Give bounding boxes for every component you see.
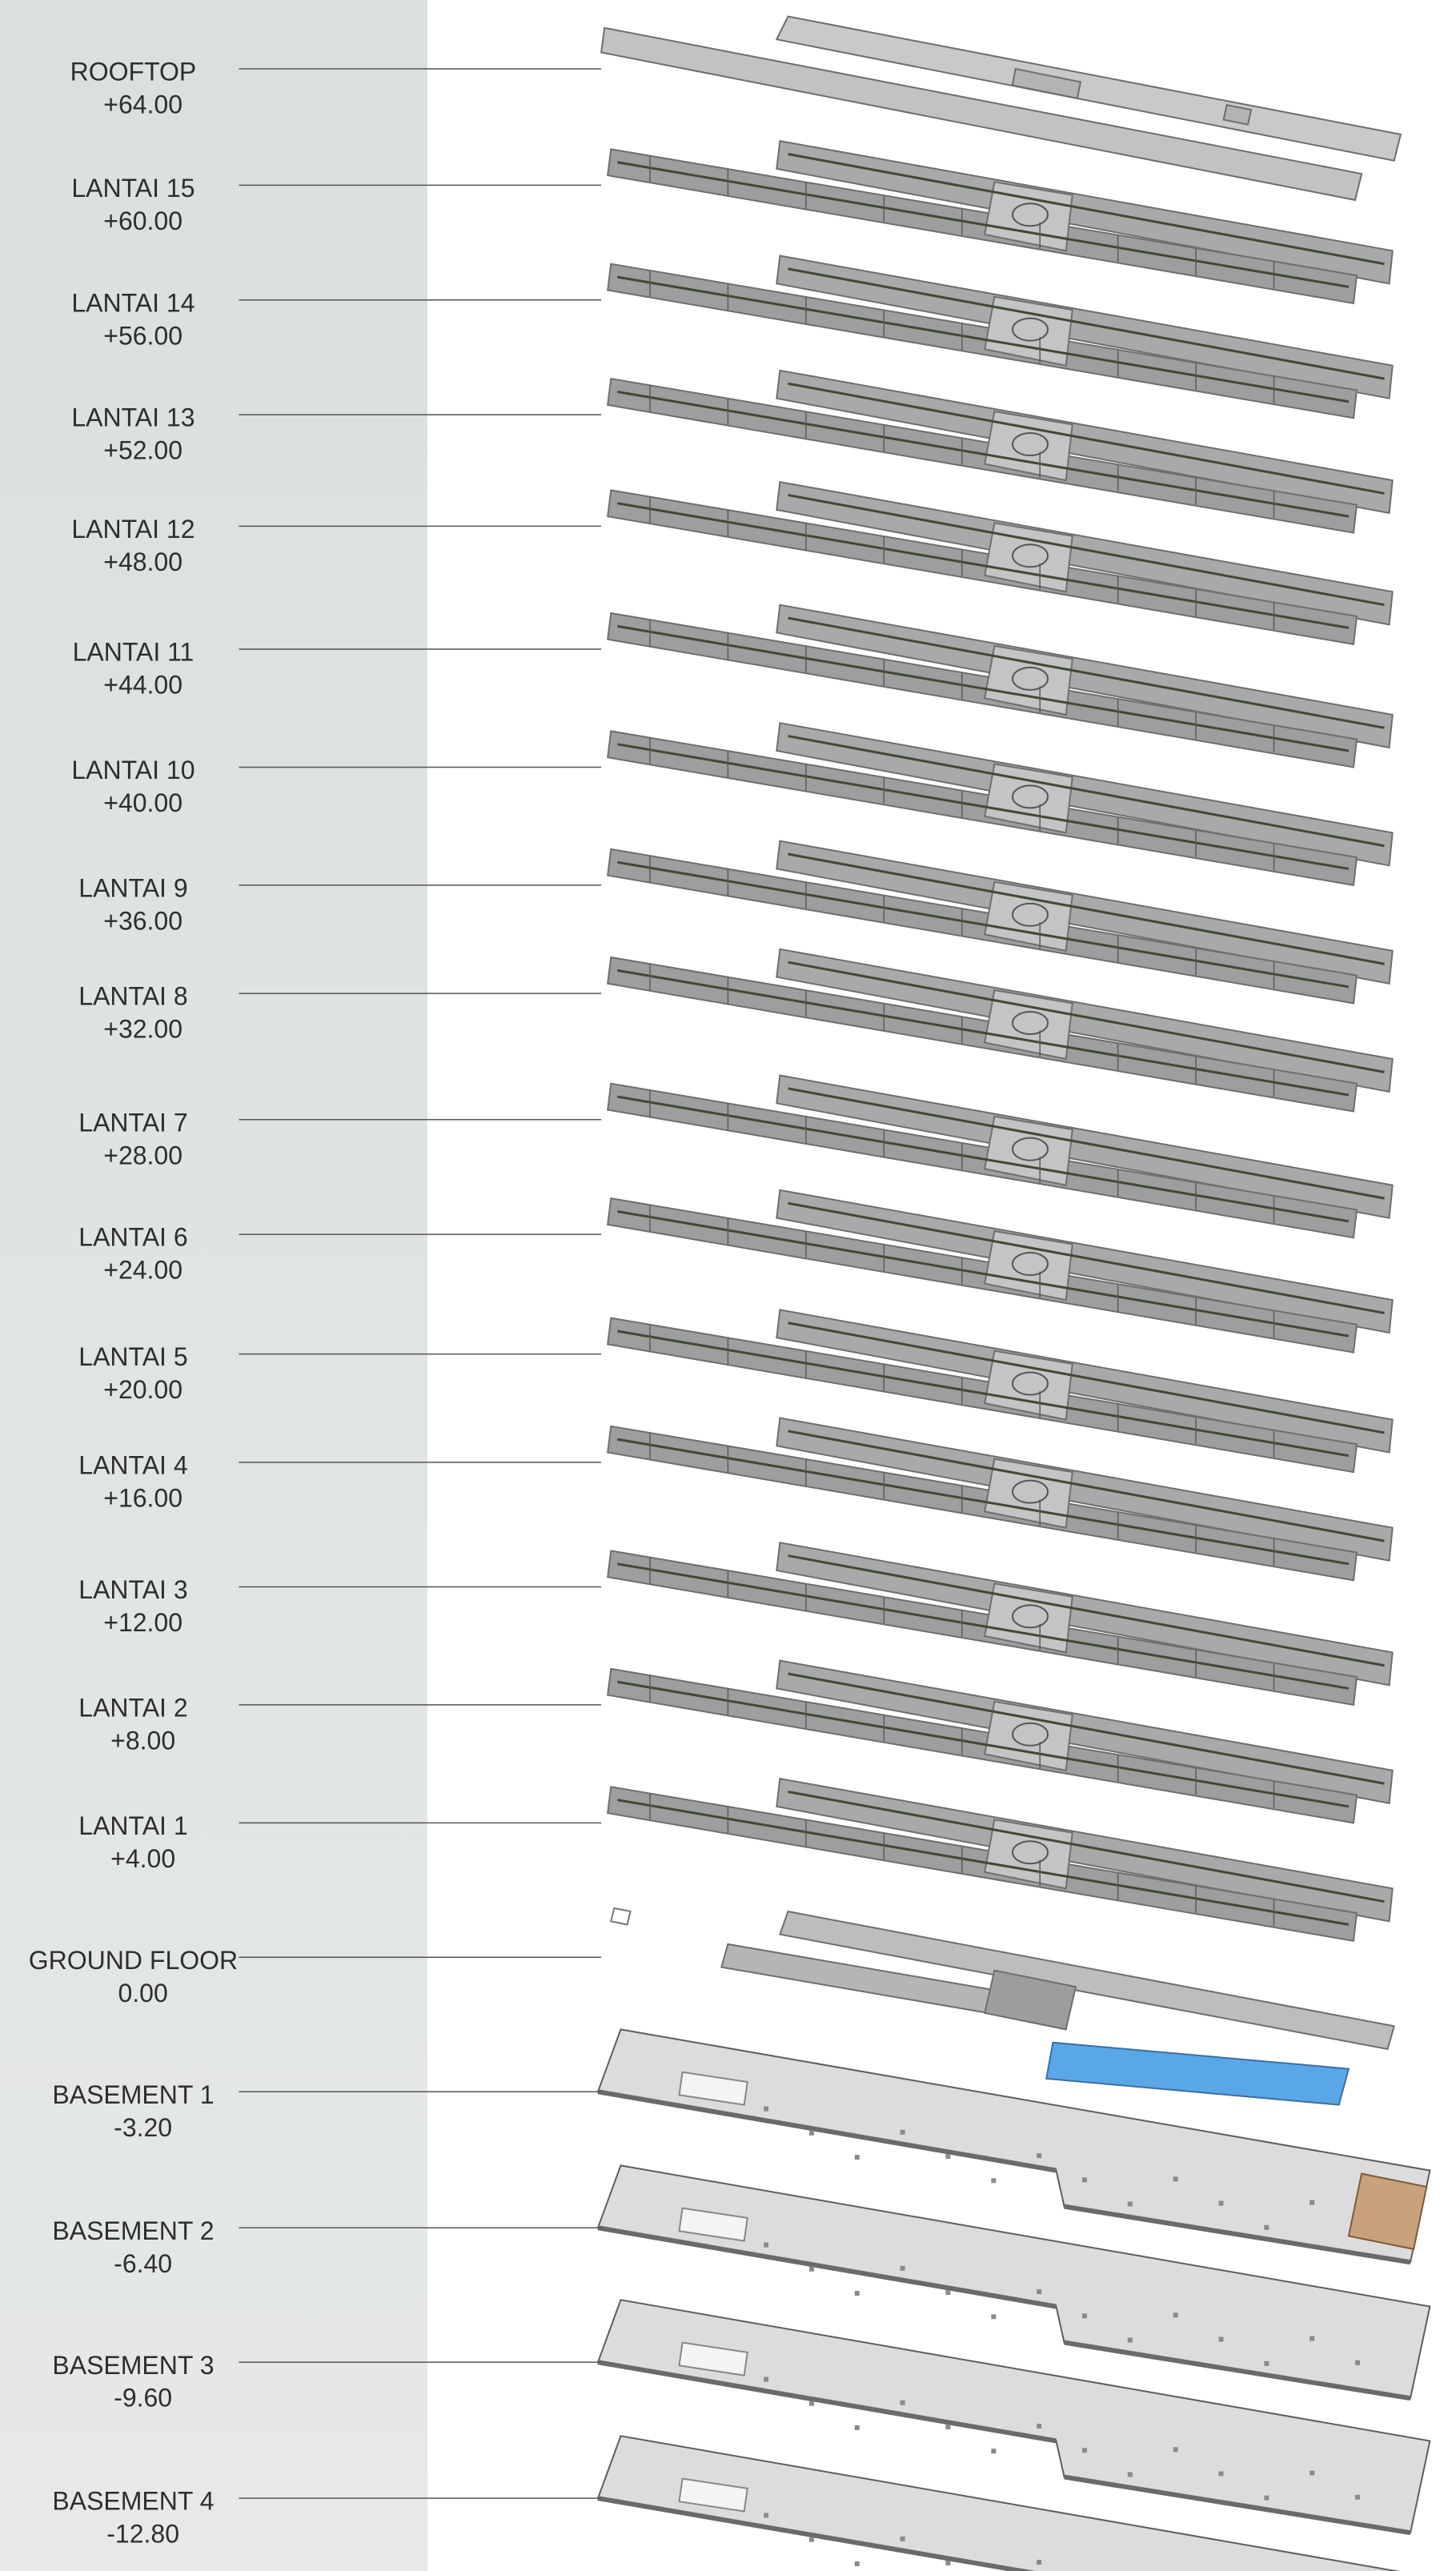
- column: [1173, 2176, 1178, 2181]
- column: [1128, 2202, 1133, 2207]
- column: [900, 2130, 905, 2135]
- column: [945, 2425, 950, 2429]
- level-elevation: +20.00: [103, 1375, 183, 1404]
- swimming-pool: [1046, 2043, 1349, 2105]
- column: [1219, 2471, 1224, 2476]
- level-name: ROOFTOP: [70, 58, 197, 86]
- column: [1082, 2313, 1087, 2318]
- level-name: LANTAI 4: [78, 1450, 187, 1479]
- column: [1037, 2289, 1041, 2294]
- column: [900, 2537, 905, 2541]
- column: [1310, 2200, 1314, 2205]
- column: [855, 2425, 860, 2430]
- column: [1037, 2424, 1041, 2429]
- page: ROOFTOP +64.00 LANTAI 15 +60.00 LANTAI 14 +56…: [0, 0, 1456, 2571]
- level-elevation: +16.00: [103, 1483, 183, 1512]
- column: [945, 2154, 950, 2159]
- column: [764, 2377, 768, 2382]
- level-elevation: +24.00: [103, 1256, 183, 1285]
- level-elevation: -12.80: [106, 2520, 179, 2549]
- level-name: LANTAI 13: [71, 403, 195, 432]
- column: [809, 2537, 814, 2542]
- level-name: LANTAI 11: [73, 638, 195, 667]
- column: [945, 2290, 950, 2295]
- column: [1128, 2472, 1133, 2477]
- column: [1037, 2153, 1041, 2158]
- level-name: BASEMENT 1: [52, 2080, 214, 2109]
- level-name: LANTAI 12: [71, 515, 195, 543]
- level-name: LANTAI 10: [71, 756, 195, 784]
- column: [1264, 2496, 1269, 2501]
- level-name: LANTAI 1: [78, 1811, 187, 1840]
- level-elevation: +44.00: [103, 671, 183, 700]
- level-name: LANTAI 3: [78, 1575, 187, 1604]
- level-elevation: +48.00: [103, 547, 183, 576]
- level-elevation: +32.00: [103, 1015, 183, 1044]
- column: [855, 2561, 860, 2566]
- level-name: LANTAI 9: [78, 874, 187, 903]
- level-elevation: -9.60: [114, 2384, 172, 2413]
- level-elevation: -6.40: [114, 2249, 172, 2278]
- column: [1082, 2177, 1087, 2182]
- exploded-axonometric: ROOFTOP +64.00 LANTAI 15 +60.00 LANTAI 14 +56…: [0, 0, 1456, 2571]
- column: [1355, 2495, 1360, 2500]
- entrance-ramp: [1349, 2174, 1426, 2249]
- level-name: LANTAI 7: [78, 1108, 187, 1137]
- level-elevation: +4.00: [110, 1844, 175, 1873]
- level-elevation: +8.00: [110, 1726, 175, 1755]
- column: [991, 2178, 996, 2183]
- level-name: LANTAI 8: [78, 982, 187, 1011]
- column: [991, 2314, 996, 2319]
- level-elevation: -3.20: [114, 2113, 172, 2142]
- level-elevation: +40.00: [103, 788, 183, 817]
- level-name: GROUND FLOOR: [29, 1946, 238, 1975]
- level-name: LANTAI 6: [78, 1223, 187, 1252]
- column: [809, 2267, 814, 2272]
- level-name: LANTAI 5: [78, 1342, 187, 1371]
- level-name: LANTAI 2: [78, 1694, 187, 1723]
- column: [1310, 2470, 1314, 2475]
- column: [1128, 2338, 1133, 2343]
- column: [1173, 2447, 1178, 2452]
- level-name: BASEMENT 3: [52, 2351, 214, 2380]
- level-name: LANTAI 15: [71, 174, 195, 203]
- column: [764, 2107, 768, 2112]
- column: [1173, 2312, 1178, 2317]
- level-elevation: +36.00: [103, 906, 183, 935]
- column: [1264, 2361, 1269, 2366]
- column: [1037, 2560, 1041, 2565]
- column: [809, 2131, 814, 2136]
- column: [1355, 2360, 1360, 2365]
- column: [764, 2513, 768, 2518]
- ground-kiosk: [611, 1908, 630, 1925]
- level-name: BASEMENT 2: [52, 2216, 214, 2245]
- label-panel: [0, 0, 427, 2571]
- level-name: BASEMENT 4: [52, 2487, 214, 2516]
- level-elevation: +28.00: [103, 1141, 183, 1169]
- level-elevation: +12.00: [103, 1608, 183, 1637]
- column: [764, 2243, 768, 2248]
- column: [855, 2155, 860, 2160]
- level-elevation: +60.00: [103, 207, 183, 235]
- column: [945, 2561, 950, 2565]
- column: [900, 2401, 905, 2405]
- column: [991, 2449, 996, 2453]
- column: [1264, 2225, 1269, 2230]
- column: [1219, 2337, 1224, 2342]
- level-elevation: +52.00: [103, 436, 183, 465]
- level-name: LANTAI 14: [71, 288, 195, 317]
- column: [1310, 2336, 1314, 2341]
- column: [809, 2401, 814, 2406]
- level-elevation: 0.00: [118, 1979, 167, 2007]
- level-elevation: +64.00: [103, 90, 183, 119]
- column: [900, 2266, 905, 2271]
- level-elevation: +56.00: [103, 321, 183, 350]
- floor-plates: [598, 17, 1430, 2571]
- column: [855, 2291, 860, 2296]
- column: [1219, 2201, 1224, 2206]
- column: [1082, 2448, 1087, 2453]
